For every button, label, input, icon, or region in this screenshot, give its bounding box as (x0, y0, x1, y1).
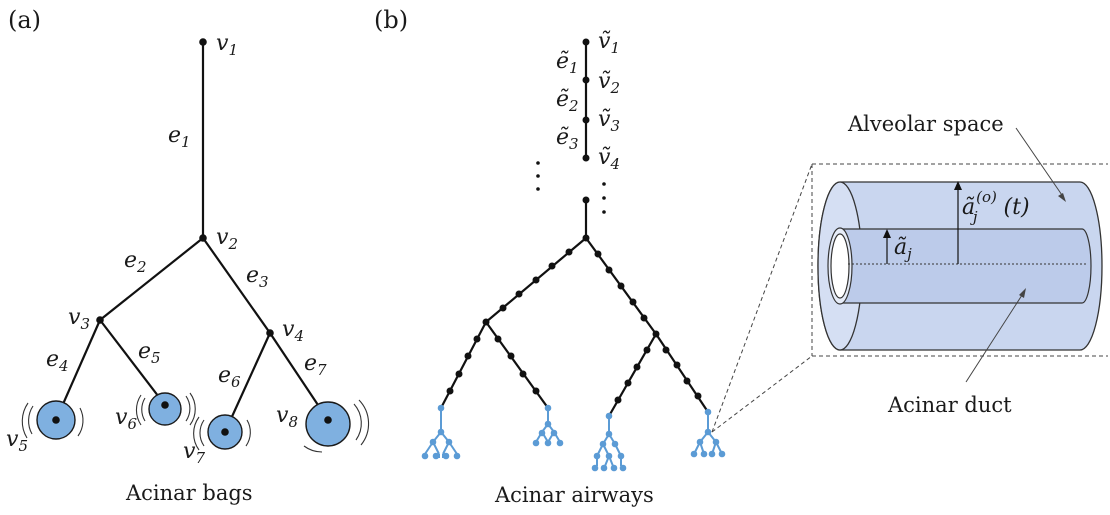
panel-b-caption: Acinar airways (494, 483, 654, 507)
panel-b-tag: (b) (374, 6, 408, 34)
label-v7: v7 (183, 439, 205, 467)
panel-a-caption: Acinar bags (125, 481, 253, 505)
airway-nodes (446, 248, 702, 404)
label-e3: e3 (246, 263, 269, 291)
label-v5: v5 (6, 427, 28, 455)
label-e3-tilde: ẽ3 (556, 125, 579, 153)
label-v6: v6 (115, 405, 137, 433)
label-v3-tilde: ṽ3 (598, 107, 620, 135)
label-v4-tilde: ṽ4 (598, 145, 620, 173)
acinar-bag-v8 (305, 401, 351, 447)
edge-e3 (202, 237, 271, 334)
label-v2-tilde: ṽ2 (598, 69, 620, 97)
inset-cylinder (817, 127, 1103, 383)
edge-e5 (99, 319, 166, 406)
label-v1: v1 (216, 31, 238, 59)
branch-ll (440, 321, 487, 409)
ellipsis-dots (536, 161, 606, 214)
panel-b-labels: ṽ1 ṽ2 ṽ3 ṽ4 ẽ1 ẽ2 ẽ3 (556, 29, 620, 173)
label-v3: v3 (68, 305, 90, 333)
label-e7: e7 (304, 351, 327, 379)
label-e5: e5 (138, 339, 161, 367)
edge-e6 (223, 332, 272, 433)
acinar-subtree-3 (591, 412, 627, 472)
panel-a-tag: (a) (8, 6, 41, 34)
label-e2: e2 (124, 248, 147, 276)
label-e1: e1 (168, 123, 191, 151)
bag-oscillation-marks (21, 392, 370, 453)
label-v4: v4 (282, 317, 304, 345)
label-acinar-duct: Acinar duct (887, 393, 1012, 417)
acinar-subtree-4 (690, 408, 726, 458)
branch-lr (485, 321, 549, 409)
panel-a-vertex-labels: v1 v2 v3 v4 v5 v6 v7 v8 (6, 31, 304, 467)
branch-rl (608, 333, 657, 417)
acinar-bag-v6 (148, 392, 182, 426)
label-e2-tilde: ẽ2 (556, 87, 579, 115)
branch-rr (655, 333, 709, 413)
label-v2: v2 (216, 225, 238, 253)
panel-a-edge-labels: e1 e2 e3 e4 e5 e6 e7 (46, 123, 327, 391)
label-alveolar-space: Alveolar space (847, 112, 1004, 136)
inner-duct (840, 228, 1092, 304)
label-v8: v8 (276, 403, 298, 431)
panel-b-tree (421, 38, 726, 472)
label-e4: e4 (46, 347, 69, 375)
label-e1-tilde: ẽ1 (556, 49, 579, 77)
zoom-lines (711, 163, 1108, 433)
acinar-subtree-2 (532, 404, 564, 447)
label-e6: e6 (218, 363, 241, 391)
edge-e2 (99, 237, 204, 321)
label-v1-tilde: ṽ1 (598, 29, 620, 57)
label-inner-radius: ãj (894, 235, 912, 263)
label-outer-radius: ã(o) j (t) (962, 188, 1030, 226)
panel-a-tree (21, 38, 370, 453)
acinar-subtree-1 (421, 404, 461, 460)
